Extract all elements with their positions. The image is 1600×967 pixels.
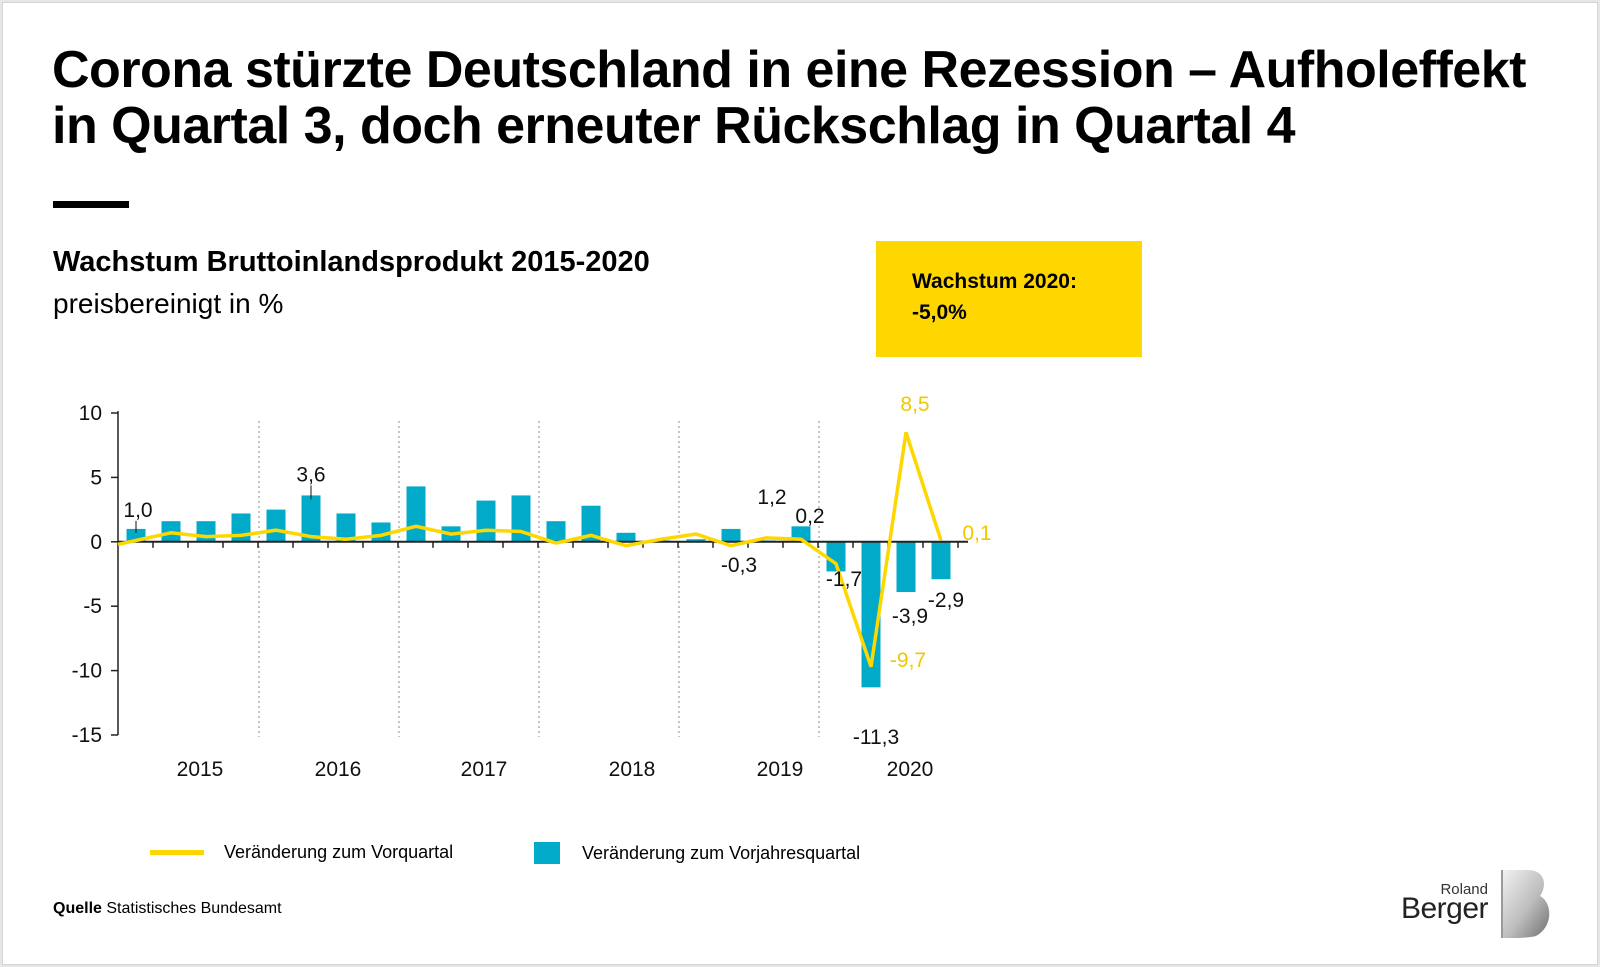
line-data-label: 8,5 bbox=[900, 393, 929, 416]
bar-yoy bbox=[581, 505, 601, 542]
bar-yoy bbox=[616, 532, 636, 542]
x-year-label: 2016 bbox=[315, 758, 362, 781]
bar-yoy bbox=[546, 521, 566, 542]
x-year-label: 2019 bbox=[757, 758, 804, 781]
bar-yoy bbox=[476, 500, 496, 542]
bar-yoy bbox=[231, 513, 251, 542]
legend-item-bar: Veränderung zum Vorjahresquartal bbox=[534, 842, 860, 864]
legend-bar-swatch bbox=[534, 842, 560, 864]
x-year-label: 2015 bbox=[177, 758, 224, 781]
bar-yoy bbox=[301, 495, 321, 542]
bar-yoy bbox=[931, 541, 951, 580]
y-tick-label: -5 bbox=[83, 595, 102, 618]
bar-data-label: -3,9 bbox=[892, 605, 928, 628]
line-data-label: -1,7 bbox=[826, 568, 862, 591]
line-data-label: 0,1 bbox=[962, 522, 991, 545]
source-label: Quelle bbox=[53, 900, 102, 917]
bar-data-label: 1,2 bbox=[757, 486, 786, 509]
bar-data-label: 1,0 bbox=[123, 499, 152, 522]
title-line-2: in Quartal 3, doch erneuter Rückschlag i… bbox=[52, 97, 1296, 155]
line-qoq bbox=[117, 431, 943, 668]
logo-b-mark bbox=[1501, 870, 1550, 938]
y-tick-label: 10 bbox=[79, 402, 102, 425]
chart-subtitle: Wachstum Bruttoinlandsprodukt 2015-2020 bbox=[53, 246, 650, 278]
logo-word-bottom: Berger bbox=[1400, 892, 1489, 925]
y-tick-label: -15 bbox=[72, 724, 102, 747]
bar-yoy bbox=[266, 509, 286, 542]
bar-yoy bbox=[826, 541, 846, 572]
bar-data-label: 3,6 bbox=[296, 463, 325, 486]
legend-bar-label: Veränderung zum Vorjahresquartal bbox=[582, 842, 861, 863]
roland-berger-logo: Roland Berger bbox=[1393, 866, 1558, 938]
growth-highlight-value: -5,0% bbox=[912, 301, 967, 324]
x-year-label: 2018 bbox=[609, 758, 656, 781]
bar-yoy bbox=[406, 486, 426, 542]
logo-word-top: Roland bbox=[1440, 881, 1488, 898]
legend-line-label: Veränderung zum Vorquartal bbox=[224, 842, 454, 862]
gdp-growth-chart: 10 5 0 -5 -10 -15 2015 2016 2017 2018 2019 2020 1,0 3… bbox=[72, 393, 992, 781]
y-tick-label: -10 bbox=[72, 660, 102, 683]
page-title: Corona stürzte Deutschland in eine Rezes… bbox=[52, 42, 1532, 154]
line-data-label: -9,7 bbox=[890, 649, 926, 672]
bar-yoy bbox=[896, 541, 916, 593]
title-rule bbox=[53, 201, 129, 208]
growth-highlight-box: Wachstum 2020: -5,0% bbox=[876, 241, 1142, 357]
growth-highlight-label: Wachstum 2020: bbox=[912, 270, 1077, 293]
bar-data-label: -2,9 bbox=[928, 589, 964, 612]
y-tick-label: 0 bbox=[90, 531, 102, 554]
source-note: Quelle Statistisches Bundesamt bbox=[53, 900, 282, 918]
unit-note: preisbereinigt in % bbox=[53, 288, 284, 319]
bar-yoy bbox=[336, 513, 356, 542]
line-data-label: -0,3 bbox=[721, 554, 757, 577]
legend-line-swatch bbox=[150, 850, 204, 855]
line-data-label: 0,2 bbox=[795, 505, 824, 528]
bar-data-label: -11,3 bbox=[853, 726, 899, 749]
bar-yoy bbox=[196, 521, 216, 542]
legend-item-line: Veränderung zum Vorquartal bbox=[150, 842, 453, 863]
bar-yoy bbox=[686, 539, 706, 542]
title-line-1: Corona stürzte Deutschland in eine Rezes… bbox=[52, 41, 1526, 99]
source-text: Statistisches Bundesamt bbox=[106, 900, 282, 917]
bar-yoy bbox=[721, 528, 741, 542]
y-tick-label: 5 bbox=[90, 466, 102, 489]
x-year-label: 2017 bbox=[461, 758, 508, 781]
x-year-label: 2020 bbox=[887, 758, 934, 781]
